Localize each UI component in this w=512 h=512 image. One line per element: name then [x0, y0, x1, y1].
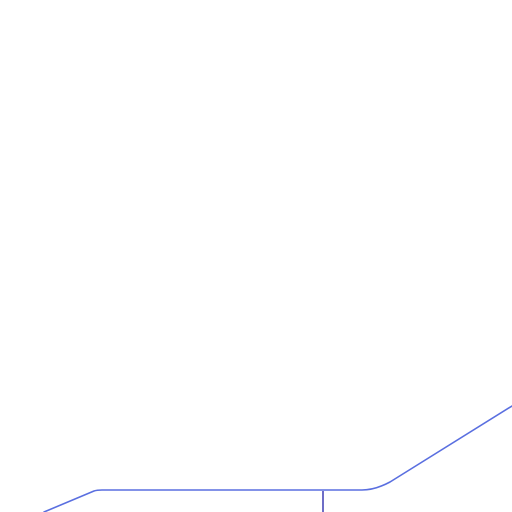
main-route-line[interactable]: [43, 405, 512, 512]
